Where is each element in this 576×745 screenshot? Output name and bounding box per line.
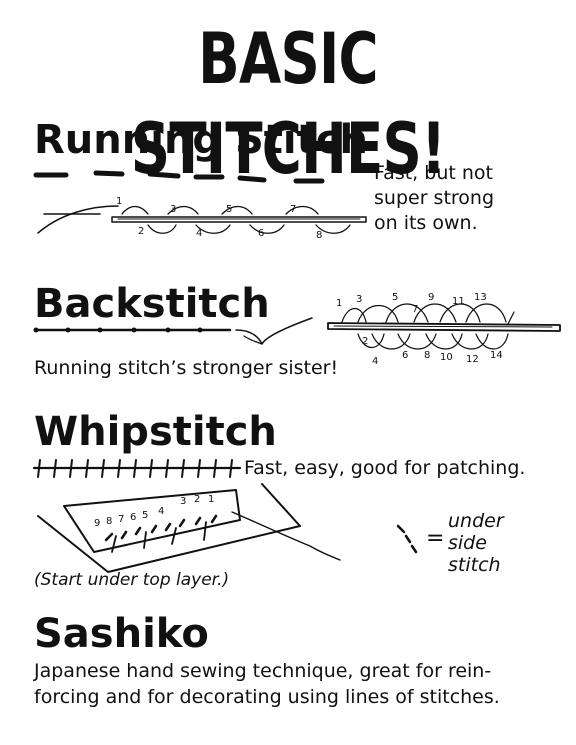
whipstitch-note: Fast, easy, good for patching. — [244, 457, 526, 479]
page-title: BASIC STITCHES! — [130, 18, 446, 190]
running-num-bottom: 2 — [138, 226, 144, 237]
backstitch-heading: Backstitch — [34, 281, 270, 327]
running-stitch-note: Fast, but not super strong on its own. — [374, 161, 494, 236]
back-num-top: 7 — [412, 304, 418, 315]
whip-num: 9 — [94, 518, 100, 529]
back-num-top: 11 — [452, 296, 465, 307]
back-num-bottom: 12 — [466, 354, 479, 365]
back-num-top: 3 — [356, 294, 362, 305]
whip-num: 7 — [118, 514, 124, 525]
back-num-bottom: 8 — [424, 350, 430, 361]
whip-num: 4 — [158, 506, 164, 517]
running-num-top: 1 — [116, 196, 122, 207]
running-num-bottom: 4 — [196, 228, 202, 239]
under-side-stitch-legend: under side stitch — [448, 510, 504, 576]
back-num-top: 9 — [428, 292, 434, 303]
back-num-bottom: 14 — [490, 350, 503, 361]
back-num-bottom: 10 — [440, 352, 453, 363]
running-note-line: Fast, but not — [374, 162, 493, 184]
running-note-line: on its own. — [374, 212, 478, 234]
running-num-bottom: 8 — [316, 230, 322, 241]
back-num-top: 5 — [392, 292, 398, 303]
sashiko-line: Japanese hand sewing technique, great fo… — [34, 660, 492, 682]
sashiko-heading: Sashiko — [34, 611, 209, 657]
legend-line: side — [448, 532, 487, 554]
running-num-top: 7 — [290, 204, 296, 215]
whip-num: 5 — [142, 510, 148, 521]
legend-line: under — [448, 510, 504, 532]
running-num-bottom: 6 — [258, 228, 264, 239]
back-num-top: 1 — [336, 298, 342, 309]
whip-num: 2 — [194, 494, 200, 505]
sashiko-line: forcing and for decorating using lines o… — [34, 686, 500, 708]
back-num-bottom: 2 — [362, 336, 368, 347]
running-num-top: 3 — [170, 204, 176, 215]
whip-num: 8 — [106, 516, 112, 527]
whipstitch-heading: Whipstitch — [34, 409, 277, 455]
sashiko-description: Japanese hand sewing technique, great fo… — [34, 658, 500, 710]
back-num-bottom: 4 — [372, 356, 378, 367]
backstitch-note: Running stitch’s stronger sister! — [34, 357, 339, 379]
whip-num: 1 — [208, 494, 214, 505]
back-num-top: 13 — [474, 292, 487, 303]
whipstitch-caption: (Start under top layer.) — [34, 570, 230, 590]
running-num-top: 5 — [226, 204, 232, 215]
equals-sign: = — [426, 526, 445, 551]
running-stitch-heading: Running Stitch — [34, 117, 368, 163]
legend-line: stitch — [448, 554, 501, 576]
whip-num: 6 — [130, 512, 136, 523]
running-note-line: super strong — [374, 187, 495, 209]
whip-num: 3 — [180, 496, 186, 507]
back-num-bottom: 6 — [402, 350, 408, 361]
